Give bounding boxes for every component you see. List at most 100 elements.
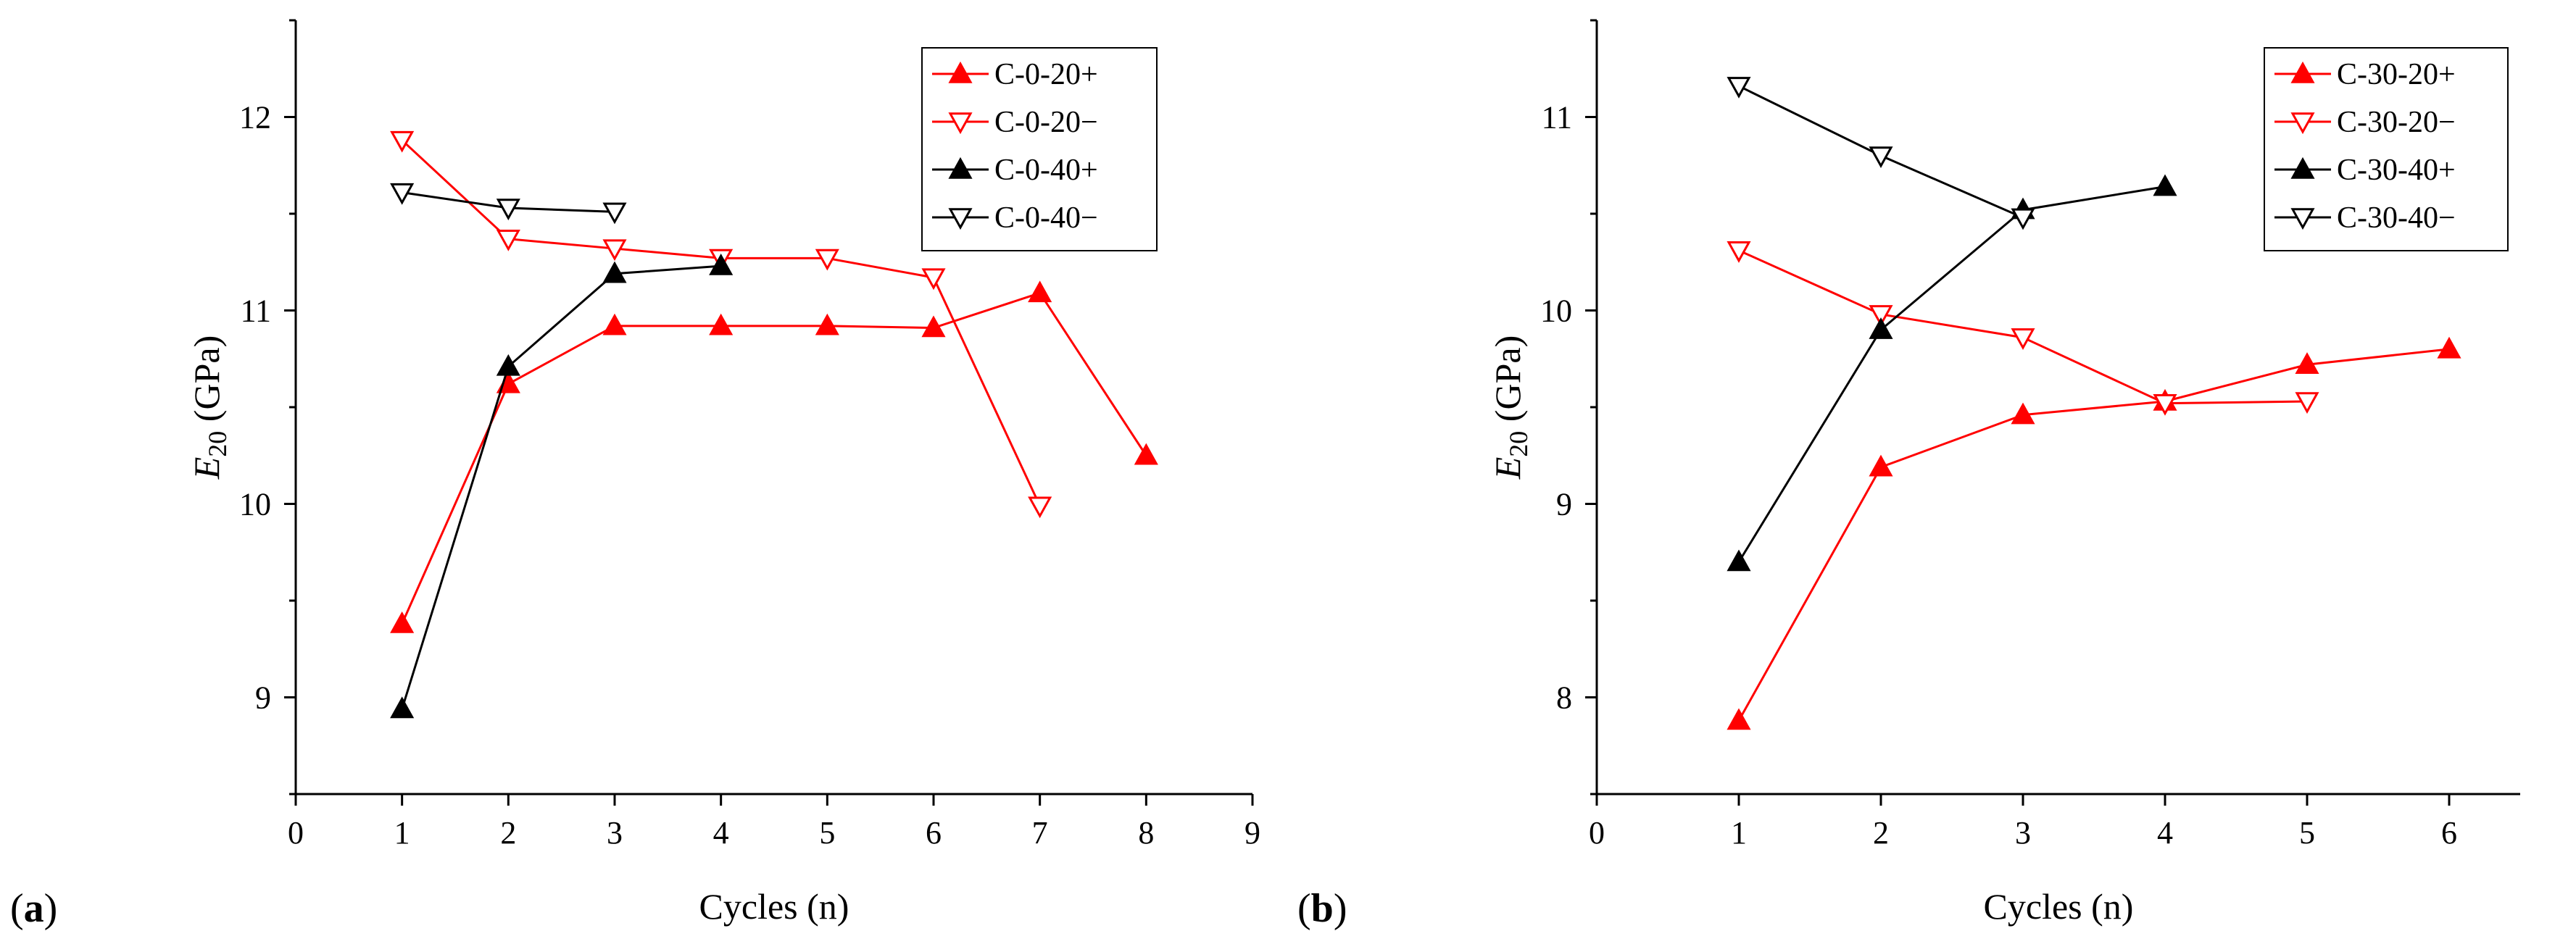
panel-label-open: ( — [1297, 886, 1311, 931]
series-line — [401, 291, 1147, 625]
y-tick-label: 12 — [239, 100, 271, 135]
x-tick-label: 2 — [500, 815, 516, 851]
series-C-0-40+ — [390, 254, 734, 719]
data-point — [602, 313, 627, 335]
legend-marker — [2290, 208, 2315, 230]
data-point — [815, 313, 839, 335]
legend-label: C-0-20− — [994, 106, 1098, 139]
x-tick-label: 9 — [1245, 815, 1260, 851]
y-tick-label: 10 — [239, 487, 271, 522]
legend-marker — [2290, 112, 2315, 135]
y-axis-title: E20 (GPa) — [1487, 335, 1533, 480]
series-C-30-40− — [1727, 77, 2035, 230]
y-tick-label: 11 — [1542, 100, 1572, 135]
x-axis-title: Cycles (n) — [1984, 886, 2134, 927]
y-tick-label: 11 — [241, 293, 271, 329]
legend-label: C-30-20− — [2337, 106, 2456, 139]
panel-label-letter: b — [1311, 886, 1334, 931]
series-line — [401, 264, 721, 709]
data-point — [602, 239, 627, 262]
data-point — [496, 354, 520, 376]
panel-label-close: ) — [1334, 886, 1347, 931]
data-point — [1869, 454, 1893, 477]
legend-label: C-0-40+ — [994, 154, 1098, 187]
y-axis-symbol: E — [1487, 457, 1528, 480]
x-tick-label: 1 — [394, 815, 410, 851]
data-point — [1869, 305, 1893, 327]
data-point — [2295, 352, 2319, 374]
x-tick-label: 5 — [2299, 815, 2315, 851]
panel-label: (b) — [1297, 886, 1347, 931]
chart-b: 0 1 2 3 4 5 6 8 9 10 11 Cycles (n) E20 (GPa) (b) C-30-… — [1297, 19, 2520, 931]
data-point — [1727, 708, 1751, 730]
y-tick-label: 10 — [1540, 293, 1572, 329]
legend-label: C-30-20+ — [2337, 58, 2456, 91]
series-C-30-40+ — [1727, 174, 2177, 572]
data-point — [2295, 392, 2319, 414]
x-tick-label: 3 — [607, 815, 623, 851]
legend-marker — [948, 112, 973, 135]
data-point — [1727, 241, 1751, 263]
legend-label: C-0-20+ — [994, 58, 1098, 91]
data-point — [602, 261, 627, 283]
legend-marker — [948, 208, 973, 230]
y-axis-subscript: 20 — [203, 431, 232, 457]
series-line — [1737, 185, 2166, 563]
legend-label: C-30-40− — [2337, 201, 2456, 235]
data-point — [2011, 328, 2035, 350]
panel-label-open: ( — [10, 886, 24, 931]
data-point — [1869, 146, 1893, 168]
data-point — [390, 130, 415, 153]
x-tick-label: 4 — [713, 815, 729, 851]
series-line — [1738, 249, 2308, 405]
data-point — [1727, 549, 1751, 572]
panel-label-letter: a — [24, 886, 44, 931]
series-C-30-20− — [1727, 241, 2319, 416]
data-point — [2011, 402, 2035, 425]
legend-marker — [2290, 156, 2315, 179]
data-point — [921, 268, 946, 291]
x-tick-label: 6 — [926, 815, 942, 851]
series-C-0-40− — [390, 183, 627, 225]
data-point — [390, 611, 415, 633]
y-axis-unit: (GPa) — [186, 335, 227, 431]
data-point — [390, 183, 415, 205]
data-point — [709, 254, 734, 275]
data-point — [496, 230, 520, 251]
panel-label: (a) — [10, 886, 57, 931]
legend-label: C-30-40+ — [2337, 154, 2456, 187]
data-point — [1869, 317, 1893, 339]
x-tick-label: 8 — [1138, 815, 1154, 851]
data-point — [1727, 77, 1751, 99]
data-point — [1028, 496, 1052, 519]
x-tick-label: 6 — [2441, 815, 2457, 851]
y-tick-label: 9 — [1556, 487, 1572, 522]
x-tick-label: 4 — [2157, 815, 2173, 851]
y-axis-unit: (GPa) — [1487, 335, 1528, 431]
y-axis-symbol: E — [186, 457, 227, 480]
y-tick-label: 8 — [1556, 680, 1572, 716]
data-point — [709, 313, 734, 335]
legend-marker — [948, 156, 973, 179]
x-tick-label: 0 — [288, 815, 304, 851]
data-point — [2153, 174, 2177, 196]
panel-label-close: ) — [44, 886, 58, 931]
x-tick-label: 0 — [1589, 815, 1605, 851]
data-point — [390, 696, 415, 719]
x-axis-title: Cycles (n) — [699, 886, 849, 927]
series-C-0-20+ — [390, 280, 1158, 633]
y-tick-label: 9 — [255, 680, 271, 716]
x-tick-label: 2 — [1873, 815, 1889, 851]
data-point — [2437, 336, 2461, 359]
data-point — [1134, 443, 1158, 465]
x-tick-label: 1 — [1731, 815, 1747, 851]
data-point — [1028, 280, 1052, 303]
x-tick-label: 3 — [2015, 815, 2031, 851]
legend-marker — [948, 61, 973, 83]
y-axis-title: E20 (GPa) — [186, 335, 232, 480]
data-point — [2153, 393, 2177, 416]
x-tick-label: 5 — [819, 815, 835, 851]
data-point — [921, 315, 946, 338]
data-point — [2011, 208, 2035, 230]
